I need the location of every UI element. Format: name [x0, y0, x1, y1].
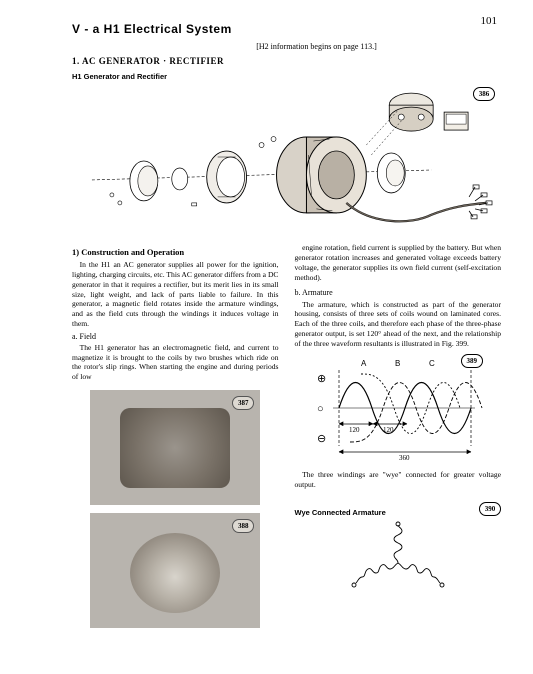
wave-label-a: A	[361, 359, 367, 368]
armature-subheading: b. Armature	[295, 288, 502, 298]
wye-connection-figure	[338, 521, 458, 601]
page-number: 101	[481, 14, 498, 28]
zero-symbol: ○	[317, 403, 324, 415]
angle-120-1: 120	[349, 426, 360, 434]
photo-388: 388	[90, 513, 260, 628]
figure-badge-389: 389	[461, 354, 483, 368]
field-subheading: a. Field	[72, 332, 279, 342]
wye-note-para: The three windings are "wye" connected f…	[295, 470, 502, 489]
left-column: 1) Construction and Operation In the H1 …	[72, 243, 279, 635]
figure-badge-388: 388	[232, 519, 254, 533]
wave-label-c: C	[429, 359, 435, 368]
right-column: engine rotation, field current is suppli…	[295, 243, 502, 635]
field-para: The H1 generator has an electromagnetic …	[72, 343, 279, 382]
construction-heading: 1) Construction and Operation	[72, 247, 279, 258]
figure-badge-387: 387	[232, 396, 254, 410]
exploded-view-svg	[72, 85, 501, 235]
exploded-view-figure: 386	[72, 85, 501, 235]
angle-120-2: 120	[383, 426, 394, 434]
chapter-title: V - a H1 Electrical System	[72, 22, 501, 38]
minus-symbol: ⊖	[317, 433, 326, 445]
angle-360: 360	[399, 454, 410, 462]
waveform-svg: A B C ⊕ ○ ⊖	[313, 354, 483, 464]
wye-title: Wye Connected Armature	[295, 508, 386, 518]
wye-svg	[338, 521, 458, 601]
engine-rotation-para: engine rotation, field current is suppli…	[295, 243, 502, 282]
construction-para: In the H1 an AC generator supplies all p…	[72, 260, 279, 328]
three-phase-waveform-figure: 389 A B C ⊕ ○ ⊖	[313, 354, 483, 464]
plus-symbol: ⊕	[317, 373, 326, 385]
generator-subtitle: H1 Generator and Rectifier	[72, 72, 501, 82]
figure-badge-390: 390	[479, 502, 501, 516]
figure-badge-386: 386	[473, 87, 495, 101]
section-title: 1. AC GENERATOR · RECTIFIER	[72, 56, 501, 68]
h2-info-note: [H2 information begins on page 113.]	[132, 42, 501, 52]
wave-label-b: B	[395, 359, 400, 368]
photo-387: 387	[90, 390, 260, 505]
armature-para: The armature, which is constructed as pa…	[295, 300, 502, 349]
